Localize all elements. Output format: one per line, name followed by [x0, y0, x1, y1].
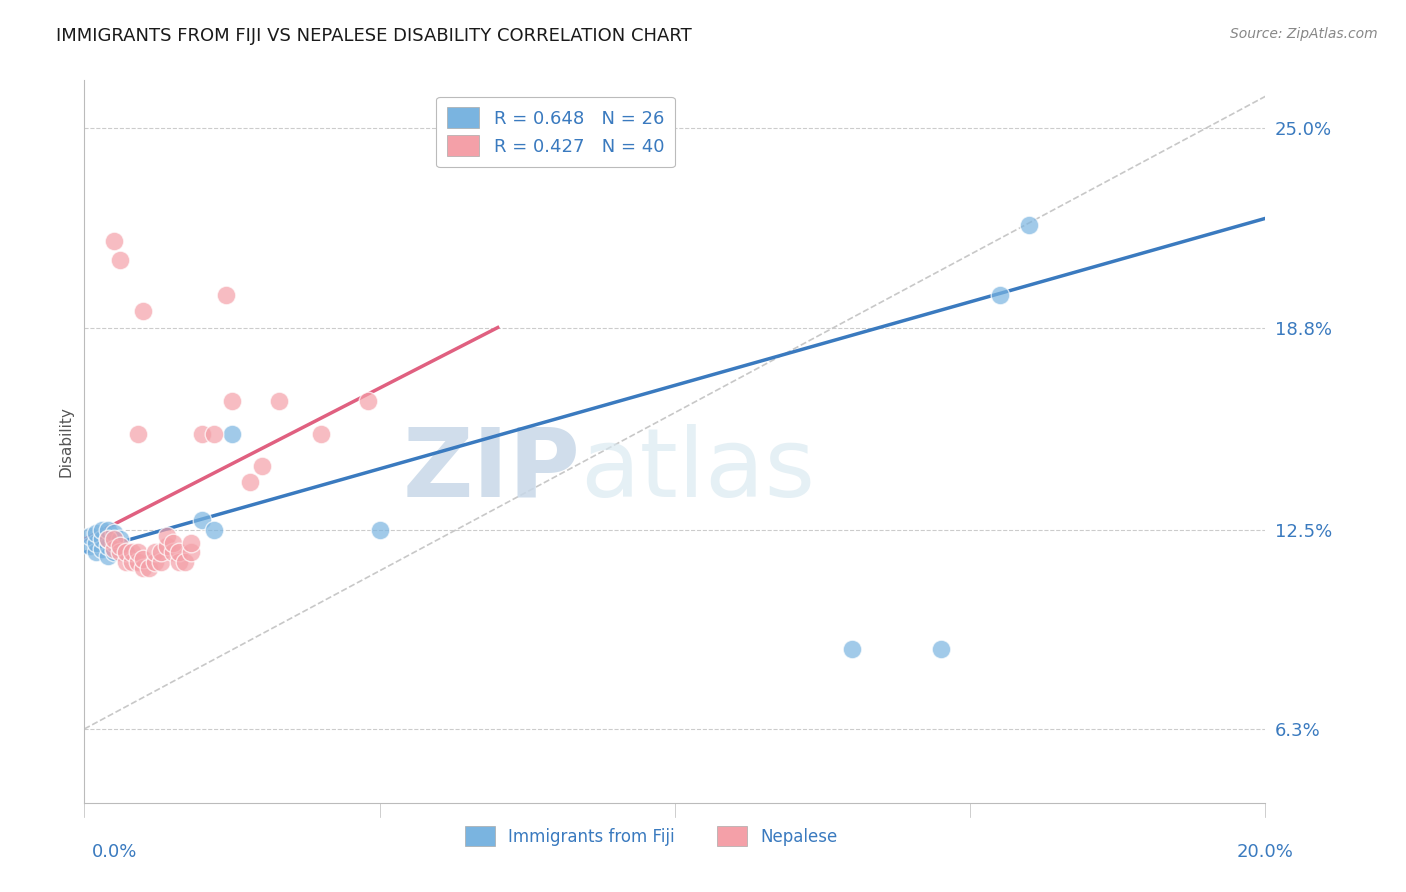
Point: [127, 545, 149, 559]
Point: [250, 458, 273, 473]
Point: [132, 561, 155, 575]
Point: [108, 542, 131, 557]
Point: [1018, 218, 1040, 232]
Point: [221, 394, 243, 409]
Point: [215, 288, 238, 302]
Point: [79, 529, 101, 543]
Point: [84, 545, 107, 559]
Point: [191, 513, 214, 527]
Point: [97, 533, 120, 547]
Point: [309, 426, 332, 441]
Point: [239, 475, 262, 489]
Text: Source: ZipAtlas.com: Source: ZipAtlas.com: [1230, 27, 1378, 41]
Point: [143, 545, 166, 559]
Point: [97, 523, 120, 537]
Point: [269, 394, 291, 409]
Text: ZIP: ZIP: [402, 424, 581, 517]
Y-axis label: Disability: Disability: [58, 406, 73, 477]
Point: [156, 529, 179, 543]
Point: [143, 555, 166, 569]
Text: atlas: atlas: [581, 424, 815, 517]
Point: [988, 288, 1011, 302]
Point: [127, 426, 149, 441]
Point: [173, 555, 195, 569]
Point: [84, 526, 107, 541]
Point: [97, 533, 120, 547]
Point: [84, 535, 107, 549]
Text: 20.0%: 20.0%: [1237, 843, 1294, 861]
Point: [202, 523, 225, 537]
Point: [103, 542, 125, 557]
Point: [103, 533, 125, 547]
Point: [191, 426, 214, 441]
Point: [108, 253, 131, 268]
Point: [150, 545, 173, 559]
Point: [91, 533, 114, 547]
Point: [929, 641, 952, 656]
Text: 0.0%: 0.0%: [91, 843, 136, 861]
Point: [121, 545, 143, 559]
Point: [221, 426, 243, 441]
Point: [202, 426, 225, 441]
Point: [114, 545, 136, 559]
Point: [114, 545, 136, 559]
Point: [841, 641, 863, 656]
Point: [180, 545, 202, 559]
Point: [138, 561, 160, 575]
Point: [368, 523, 391, 537]
Point: [103, 526, 125, 541]
Text: IMMIGRANTS FROM FIJI VS NEPALESE DISABILITY CORRELATION CHART: IMMIGRANTS FROM FIJI VS NEPALESE DISABIL…: [56, 27, 692, 45]
Point: [132, 304, 155, 318]
Point: [357, 394, 380, 409]
Point: [97, 539, 120, 553]
Point: [108, 545, 131, 559]
Legend: Immigrants from Fiji, Nepalese: Immigrants from Fiji, Nepalese: [458, 820, 844, 852]
Point: [91, 523, 114, 537]
Point: [97, 549, 120, 563]
Point: [150, 555, 173, 569]
Point: [103, 535, 125, 549]
Point: [114, 555, 136, 569]
Point: [132, 551, 155, 566]
Point: [162, 545, 184, 559]
Point: [167, 545, 190, 559]
Point: [162, 535, 184, 549]
Point: [127, 555, 149, 569]
Point: [103, 234, 125, 248]
Point: [156, 539, 179, 553]
Point: [108, 539, 131, 553]
Point: [180, 535, 202, 549]
Point: [79, 539, 101, 553]
Point: [121, 555, 143, 569]
Point: [91, 542, 114, 557]
Point: [108, 533, 131, 547]
Point: [103, 545, 125, 559]
Point: [167, 555, 190, 569]
